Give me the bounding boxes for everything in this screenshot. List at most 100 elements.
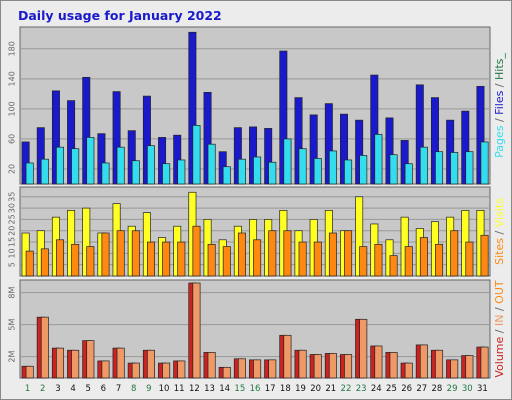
bar-hits — [476, 85, 485, 185]
bar-hits — [249, 126, 258, 185]
y-tick-label: 5M — [8, 319, 17, 331]
bar-files — [359, 155, 368, 185]
bar-sites — [435, 243, 444, 277]
bar-sites — [192, 225, 201, 277]
bar-in — [253, 359, 262, 379]
day-label: 31 — [477, 384, 488, 394]
day-label: 24 — [371, 384, 382, 394]
legend-entry: / — [493, 304, 506, 315]
panel-volume: 2M 5M 8M Volume / IN / OUT — [8, 279, 506, 379]
bar-files — [162, 163, 171, 185]
bar-files — [192, 125, 201, 185]
bar-files — [419, 146, 428, 185]
day-labels: 1 2 3 4 5 6 7 8 9 10 11 12 13 14 15 16 17 18 19 20 21 22 23 24 2… — [25, 384, 488, 394]
bar-sites — [207, 243, 216, 277]
y-tick-label: 15 — [8, 237, 17, 247]
bar-files — [344, 159, 353, 185]
legend-entry: Pages — [493, 125, 506, 158]
bar-in — [25, 365, 34, 379]
y-tick-label: 60 — [8, 134, 17, 144]
chart-title: Daily usage for January 2022 — [18, 8, 222, 23]
bar-hits — [340, 113, 348, 185]
day-label: 20 — [310, 384, 321, 394]
bar-in — [40, 316, 49, 379]
bar-in — [86, 340, 95, 379]
bar-sites — [162, 241, 171, 277]
bar-files — [116, 146, 125, 185]
bar-visits — [67, 210, 76, 277]
bar-sites — [419, 237, 428, 277]
y-tick-label: 20 — [8, 226, 17, 236]
day-label: 9 — [146, 384, 151, 394]
day-label: 15 — [234, 384, 245, 394]
legend-entry: OUT — [493, 280, 506, 304]
bar-files — [207, 143, 216, 185]
bar-in — [56, 347, 65, 379]
bar-sites — [404, 246, 413, 277]
day-label: 27 — [416, 384, 427, 394]
y-tick-label: 30 — [8, 203, 17, 213]
bar-hits — [158, 137, 167, 185]
y-tick-label: 10 — [8, 248, 17, 258]
bar-sites — [313, 241, 322, 277]
bar-files — [131, 160, 140, 185]
bar-sites — [480, 234, 489, 277]
y-tick-label: 140 — [8, 71, 17, 86]
bar-files — [328, 150, 337, 185]
bar-files — [374, 134, 383, 185]
bar-files — [25, 162, 34, 185]
bar-sites — [40, 248, 49, 277]
bar-sites — [237, 232, 246, 277]
bar-hits — [97, 133, 106, 185]
bar-in — [435, 349, 444, 379]
bar-hits — [430, 97, 439, 185]
legend-volume: Volume / IN / OUT — [493, 280, 506, 378]
bar-hits — [370, 74, 379, 185]
legend-entry: / — [493, 115, 506, 126]
bar-in — [147, 349, 155, 379]
day-label: 3 — [55, 384, 60, 394]
day-label: 10 — [159, 384, 170, 394]
bar-hits — [173, 134, 182, 185]
bar-hits — [294, 97, 303, 185]
bar-sites — [71, 243, 80, 277]
bar-sites — [359, 246, 368, 277]
y-tick-label: 2M — [8, 351, 17, 363]
bar-hits — [127, 130, 136, 185]
day-label: 7 — [116, 384, 121, 394]
bar-hits — [279, 50, 288, 185]
bar-files — [389, 154, 398, 185]
legend-entry: / — [493, 227, 506, 238]
bar-hits — [188, 31, 197, 185]
bar-in — [404, 362, 413, 379]
y-tick-label: 25 — [8, 214, 17, 224]
bar-in — [177, 360, 186, 379]
day-label: 13 — [204, 384, 215, 394]
bar-hits — [400, 140, 409, 185]
y-tick-label: 20 — [8, 164, 17, 174]
bar-in — [222, 366, 231, 379]
bar-files — [86, 137, 95, 185]
bar-files — [56, 146, 65, 185]
day-label: 5 — [86, 384, 91, 394]
bar-in — [313, 354, 322, 379]
bar-sites — [389, 255, 398, 277]
legend-entry: Volume — [493, 336, 506, 377]
day-label: 22 — [341, 384, 352, 394]
bar-in — [389, 352, 398, 379]
day-label: 16 — [250, 384, 261, 394]
bar-in — [344, 354, 353, 379]
bar-sites — [344, 230, 353, 277]
bar-files — [465, 151, 474, 185]
day-label: 1 — [25, 384, 30, 394]
day-label: 14 — [219, 384, 230, 394]
day-label: 30 — [462, 384, 473, 394]
day-label: 19 — [295, 384, 306, 394]
day-label: 11 — [174, 384, 185, 394]
bar-in — [207, 352, 216, 379]
bar-in — [465, 355, 474, 379]
bar-hits — [51, 90, 60, 185]
bar-files — [283, 138, 292, 185]
